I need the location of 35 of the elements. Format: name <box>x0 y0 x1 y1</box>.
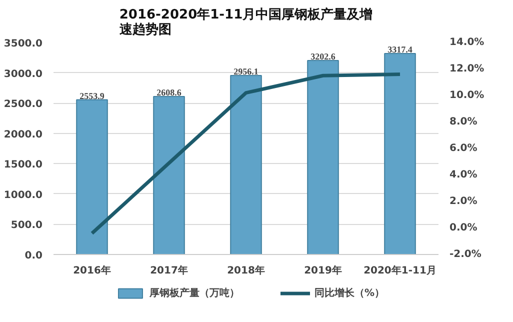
bar <box>230 74 262 254</box>
bar <box>76 99 108 254</box>
chart-title: 2016-2020年1-11月中国厚钢板产量及增速趋势图 <box>119 6 373 38</box>
y2-tick-label: 14.0% <box>450 37 484 48</box>
x-tick-label: 2018年 <box>227 264 265 276</box>
y2-tick-label: -2.0% <box>450 249 482 260</box>
y-tick-label: 1500.0 <box>4 160 43 171</box>
y-tick-label: 1000.0 <box>4 190 43 201</box>
y-tick-label: 2500.0 <box>4 99 43 110</box>
legend-label: 厚钢板产量（万吨） <box>149 286 240 300</box>
y2-tick-label: 0.0% <box>450 222 478 234</box>
bar <box>153 96 185 254</box>
x-tick-label: 2016年 <box>73 264 111 276</box>
x-tick-label: 2020年1-11月 <box>364 264 436 276</box>
data-label: 2553.9 <box>80 90 105 101</box>
x-tick-label: 2017年 <box>150 264 188 276</box>
bar <box>307 60 339 254</box>
y2-tick-label: 4.0% <box>450 170 478 180</box>
y-tick-label: 2000.0 <box>4 129 43 140</box>
y2-tick-label: 8.0% <box>450 116 478 128</box>
y-tick-label: 500.0 <box>10 220 43 232</box>
y2-tick-label: 2.0% <box>450 196 478 207</box>
data-label: 2608.6 <box>156 87 182 98</box>
bar <box>384 53 416 254</box>
data-label: 3317.4 <box>388 44 413 55</box>
y-tick-label: 3500.0 <box>4 38 43 50</box>
data-label: 2956.1 <box>234 66 259 76</box>
legend-label: 同比增长（%） <box>314 286 385 300</box>
data-label: 3202.6 <box>310 52 336 62</box>
x-tick-label: 2019年 <box>304 264 342 276</box>
y2-tick-label: 12.0% <box>450 64 484 74</box>
y2-tick-label: 10.0% <box>450 90 484 101</box>
y-tick-label: 3000.0 <box>4 68 43 80</box>
y-tick-label: 0.0 <box>24 250 43 262</box>
y2-tick-label: 6.0% <box>450 143 478 154</box>
